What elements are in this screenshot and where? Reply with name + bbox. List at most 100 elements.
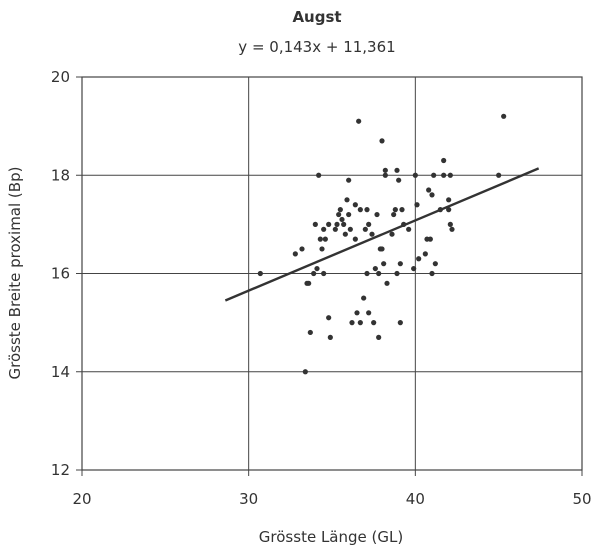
data-point [374,211,380,218]
data-point [319,246,325,252]
data-point [441,157,447,164]
data-point [357,207,363,213]
y-tick-label: 18 [51,166,70,184]
data-point [441,172,447,178]
data-point [346,211,352,218]
data-point [371,320,377,326]
y-tick-label: 16 [51,265,70,283]
data-point [307,329,313,336]
data-point [447,221,453,227]
data-point [354,310,360,316]
data-point [422,251,428,257]
data-point [416,256,422,262]
x-tick-label: 30 [239,490,258,508]
data-point [347,226,353,232]
data-point [391,211,397,218]
data-point [397,261,403,267]
data-point [501,113,507,119]
data-point [392,207,398,213]
data-point [394,270,400,277]
data-point [429,270,435,277]
data-point [299,246,305,252]
chart-title: Augst [292,8,341,26]
data-point [362,226,368,232]
data-point [366,310,372,316]
data-point [321,226,327,232]
data-points [257,113,507,375]
data-point [322,236,328,242]
data-point [326,221,332,227]
data-point [389,231,395,237]
data-point [317,236,323,242]
data-point [447,172,453,178]
data-point [446,207,452,213]
data-point [302,369,308,375]
data-point [342,231,348,237]
data-point [334,221,340,227]
y-tick-label: 14 [51,363,70,381]
data-point [394,167,400,173]
data-point [356,118,362,124]
data-point [382,167,388,173]
data-point [366,221,372,227]
data-point [352,202,358,208]
data-point [332,226,338,232]
data-point [411,265,417,272]
axis-ticks: 20 30 40 50 12 14 16 18 20 [51,68,592,508]
x-tick-label: 50 [572,490,591,508]
gridlines [82,77,582,470]
trendline [224,167,540,302]
data-point [397,320,403,326]
y-axis-label: Grösste Breite proximal (Bp) [6,167,24,380]
data-point [361,295,367,301]
y-tick-label: 12 [51,461,70,479]
data-point [364,270,370,277]
data-point [257,270,263,277]
data-point [314,265,320,272]
x-tick-label: 20 [72,490,91,508]
data-point [379,246,385,252]
data-point [337,207,343,213]
data-point [326,315,332,321]
data-point [316,172,322,178]
data-point [496,172,502,178]
data-point [429,192,435,198]
data-point [341,221,347,227]
data-point [446,197,452,203]
data-point [432,261,438,267]
data-point [449,226,455,232]
data-point [339,216,345,223]
data-point [372,265,378,272]
data-point [312,221,318,227]
data-point [346,177,352,183]
data-point [426,187,432,193]
data-point [382,172,388,178]
data-point [412,172,418,178]
data-point [306,280,312,286]
data-point [376,270,382,277]
data-point [311,270,317,277]
data-point [379,138,385,144]
data-point [406,226,412,232]
data-point [369,231,375,237]
y-tick-label: 20 [51,68,70,86]
data-point [384,280,390,286]
data-point [357,320,363,326]
data-point [376,334,382,340]
data-point [321,270,327,277]
data-point [399,207,405,213]
trendline-equation: y = 0,143x + 11,361 [238,38,395,56]
data-point [396,177,402,183]
data-point [431,172,437,178]
data-point [292,251,298,257]
x-tick-label: 40 [406,490,425,508]
data-point [427,236,433,242]
x-axis-label: Grösste Länge (GL) [259,528,403,546]
data-point [352,236,358,242]
data-point [349,320,355,326]
data-point [381,261,387,267]
data-point [327,334,333,340]
data-point [414,202,420,208]
data-point [336,211,342,218]
